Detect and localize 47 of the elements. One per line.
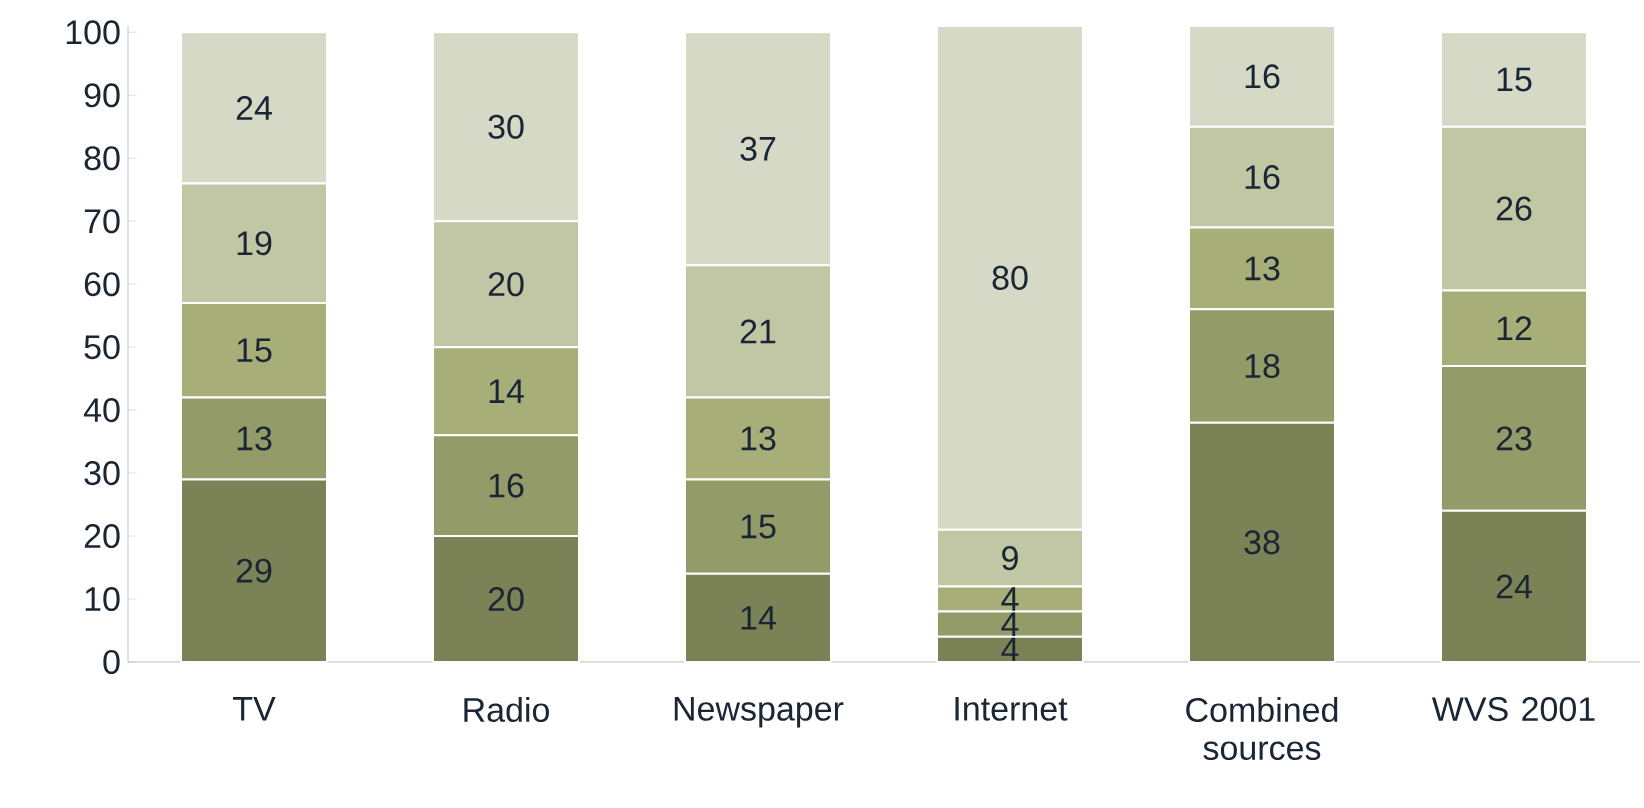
data-label: 4 bbox=[1001, 587, 1019, 611]
data-label: 21 bbox=[740, 319, 776, 344]
data-label: 13 bbox=[237, 426, 272, 451]
x-tick-label: Combined sources bbox=[1186, 697, 1338, 761]
y-tick-label: 20 bbox=[84, 524, 120, 549]
y-tick-label: 30 bbox=[84, 461, 120, 486]
y-tick-label: 70 bbox=[84, 209, 120, 234]
data-label: 15 bbox=[1497, 67, 1532, 92]
y-tick-label: 80 bbox=[84, 146, 120, 171]
data-label: 12 bbox=[1497, 316, 1532, 341]
y-tick-label: 40 bbox=[83, 398, 120, 423]
data-label: 24 bbox=[1496, 574, 1532, 599]
data-label: 30 bbox=[488, 114, 524, 139]
data-label: 4 bbox=[1001, 637, 1019, 662]
data-label: 24 bbox=[236, 95, 272, 120]
y-tick-label: 90 bbox=[84, 83, 120, 108]
data-label: 15 bbox=[237, 338, 272, 363]
data-label: 80 bbox=[992, 265, 1028, 290]
y-tick-label: 60 bbox=[84, 272, 120, 297]
data-label: 13 bbox=[741, 426, 776, 451]
data-label: 13 bbox=[1245, 256, 1280, 281]
data-label: 9 bbox=[1002, 546, 1018, 571]
y-tick-label: 10 bbox=[85, 586, 120, 612]
data-label: 19 bbox=[237, 231, 272, 256]
y-tick-label: 50 bbox=[84, 335, 120, 360]
data-label: 16 bbox=[489, 473, 524, 498]
data-label: 38 bbox=[1244, 530, 1280, 555]
data-label: 14 bbox=[489, 379, 524, 403]
x-tick-label: TV bbox=[233, 697, 276, 721]
data-label: 23 bbox=[1496, 426, 1532, 451]
y-tick-label: 0 bbox=[103, 649, 120, 675]
data-label: 15 bbox=[741, 514, 776, 539]
x-tick-label: WVS 2001 bbox=[1431, 697, 1595, 722]
x-tick-label: Newspaper bbox=[674, 697, 844, 728]
data-label: 37 bbox=[740, 136, 776, 161]
data-label: 20 bbox=[488, 272, 524, 297]
data-label: 20 bbox=[488, 586, 524, 612]
x-tick-label: Radio bbox=[464, 697, 549, 723]
data-label: 18 bbox=[1245, 353, 1280, 379]
data-label: 29 bbox=[236, 558, 272, 583]
data-label: 16 bbox=[1245, 165, 1280, 190]
x-tick-label: Internet bbox=[955, 697, 1068, 721]
data-label: 16 bbox=[1245, 64, 1280, 89]
y-tick-label: 100 bbox=[66, 20, 120, 45]
data-label: 4 bbox=[1001, 612, 1019, 636]
data-label: 14 bbox=[741, 606, 776, 630]
data-label: 26 bbox=[1496, 196, 1532, 221]
